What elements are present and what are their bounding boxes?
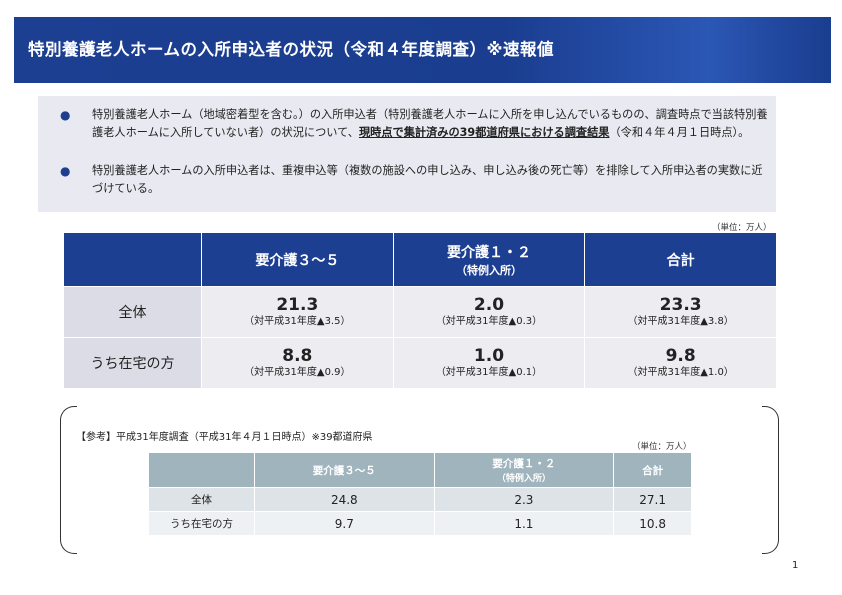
title-banner: 特別養護老人ホームの入所申込者の状況（令和４年度調査）※速報値 xyxy=(14,17,831,83)
reference-table: 要介護３～５ 要介護１・２ （特例入所） 合計 全体 24.8 2.3 27.1 … xyxy=(148,452,692,536)
table-cell: 9.7 xyxy=(254,511,435,536)
header-care-3-5: 要介護３～５ xyxy=(201,232,394,287)
table-cell: 21.3 （対平成31年度▲3.5） xyxy=(201,286,394,338)
reference-unit-label: （単位：万人） xyxy=(632,442,692,452)
table-cell: 10.8 xyxy=(613,511,692,536)
header-special-admission: （特例入所） xyxy=(455,263,522,277)
bullet-1-text: 特別養護老人ホーム（地域密着型を含む。）の入所申込者（特別養護老人ホームに入所を… xyxy=(92,108,768,139)
corner-cell xyxy=(63,232,202,287)
bullet-dot-icon: ● xyxy=(60,108,71,122)
header-care-1-2: 要介護１・２ （特例入所） xyxy=(433,452,615,488)
bullet-2-text: 特別養護老人ホームの入所申込者は、重複申込等（複数の施設への申し込み、申し込み後… xyxy=(92,164,763,195)
table-row: うち在宅の方 8.8 （対平成31年度▲0.9） 1.0 （対平成31年度▲0.1）… xyxy=(63,337,777,389)
row-label: うち在宅の方 xyxy=(63,337,202,389)
page-number: 1 xyxy=(792,560,799,571)
main-table: 要介護３～５ 要介護１・２ （特例入所） 合計 全体 21.3 （対平成31年度▲3… xyxy=(63,232,777,389)
table-row: うち在宅の方 9.7 1.1 10.8 xyxy=(148,511,692,536)
bullet-dot-icon: ● xyxy=(60,164,71,178)
table-cell: 9.8 （対平成31年度▲1.0） xyxy=(584,337,777,389)
main-unit-label: （単位：万人） xyxy=(712,223,772,233)
table-cell: 2.3 xyxy=(433,487,615,512)
reference-title: 【参考】平成31年度調査（平成31年４月１日時点）※39都道府県 xyxy=(76,432,373,443)
summary-box: ● 特別養護老人ホーム（地域密着型を含む。）の入所申込者（特別養護老人ホームに入… xyxy=(38,96,776,212)
table-cell: 23.3 （対平成31年度▲3.8） xyxy=(584,286,777,338)
table-cell: 1.1 xyxy=(433,511,615,536)
row-label: うち在宅の方 xyxy=(148,511,255,536)
header-care-3-5: 要介護３～５ xyxy=(254,452,435,488)
page-title: 特別養護老人ホームの入所申込者の状況（令和４年度調査）※速報値 xyxy=(28,40,555,59)
table-row: 全体 24.8 2.3 27.1 xyxy=(148,487,692,512)
table-cell: 24.8 xyxy=(254,487,435,512)
table-cell: 1.0 （対平成31年度▲0.1） xyxy=(392,337,586,389)
row-label: 全体 xyxy=(148,487,255,512)
right-bracket xyxy=(762,406,779,554)
header-care-1-2: 要介護１・２ （特例入所） xyxy=(392,232,586,287)
table-cell: 8.8 （対平成31年度▲0.9） xyxy=(201,337,394,389)
row-label: 全体 xyxy=(63,286,202,338)
main-header-row: 要介護３～５ 要介護１・２ （特例入所） 合計 xyxy=(63,232,777,287)
table-row: 全体 21.3 （対平成31年度▲3.5） 2.0 （対平成31年度▲0.3） 23… xyxy=(63,286,777,338)
bullet-1-emphasis: 現時点で集計済みの39都道府県における調査結果 xyxy=(358,126,610,139)
bullet-1-date: （令和４年４月１日時点）。 xyxy=(609,126,750,139)
left-bracket xyxy=(60,406,77,554)
header-total: 合計 xyxy=(584,232,777,287)
corner-cell xyxy=(148,452,255,488)
table-cell: 2.0 （対平成31年度▲0.3） xyxy=(392,286,586,338)
table-cell: 27.1 xyxy=(613,487,692,512)
header-special-admission: （特例入所） xyxy=(496,474,551,484)
header-total: 合計 xyxy=(613,452,692,488)
reference-header-row: 要介護３～５ 要介護１・２ （特例入所） 合計 xyxy=(148,452,692,488)
